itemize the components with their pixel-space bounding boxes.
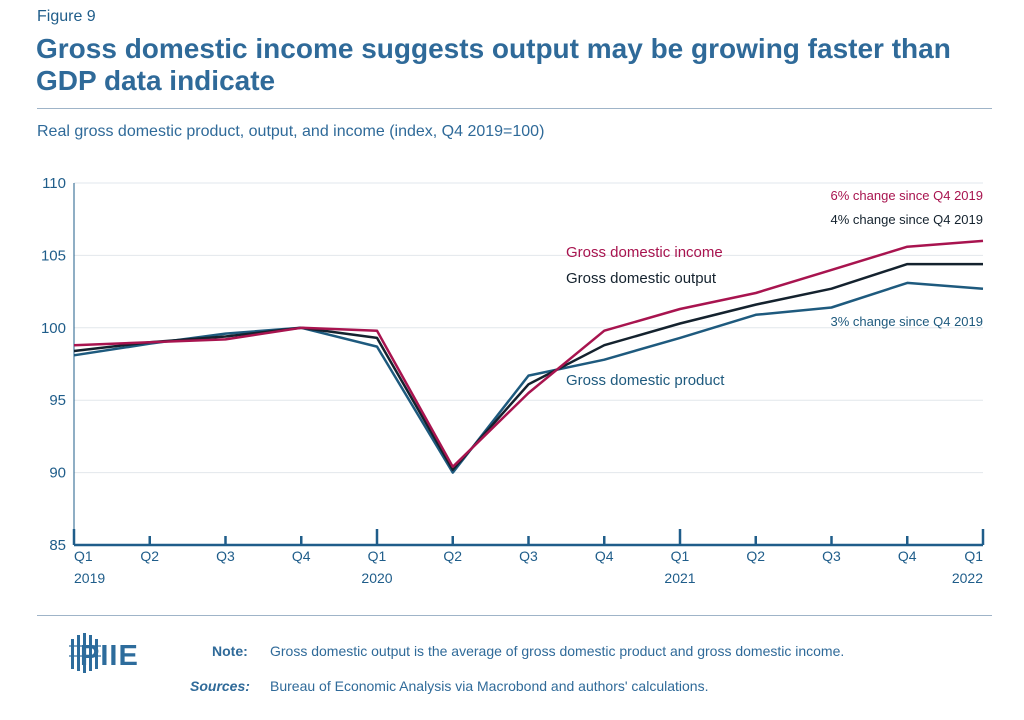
series-labels: Gross domestic income Gross domestic out… xyxy=(566,188,983,389)
series-lines xyxy=(73,239,984,474)
x-tick-label-4: Q1 xyxy=(368,548,387,564)
y-tick-label-95: 95 xyxy=(49,392,66,409)
x-tick-label-9: Q2 xyxy=(746,548,765,564)
x-tick-label-7: Q4 xyxy=(595,548,614,564)
y-axis-ticks: 85 90 95 100 105 110 xyxy=(41,175,66,554)
y-tick-label-105: 105 xyxy=(41,247,66,264)
x-year-label-2020: 2020 xyxy=(361,570,392,586)
annotation-gdi-change: 6% change since Q4 2019 xyxy=(831,188,984,203)
gridlines xyxy=(74,182,983,474)
y-tick-label-110: 110 xyxy=(42,175,66,192)
x-tick-label-3: Q4 xyxy=(292,548,311,564)
piie-logo-icon xyxy=(69,633,101,673)
x-year-label-2019: 2019 xyxy=(74,570,105,586)
x-tick-label-6: Q3 xyxy=(519,548,538,564)
y-tick-label-100: 100 xyxy=(41,320,66,337)
note-label: Note: xyxy=(212,643,248,659)
series-label-gdo: Gross domestic output xyxy=(566,270,717,287)
series-label-gdp: Gross domestic product xyxy=(566,372,725,389)
top-divider xyxy=(37,108,992,109)
x-tick-label-1: Q2 xyxy=(140,548,159,564)
series-line-gdp xyxy=(73,281,984,474)
series-label-gdi: Gross domestic income xyxy=(566,244,723,261)
figure-label: Figure 9 xyxy=(37,8,96,25)
series-line-gdi xyxy=(73,239,984,469)
x-tick-label-11: Q4 xyxy=(898,548,917,564)
sources-text: Bureau of Economic Analysis via Macrobon… xyxy=(270,678,709,694)
x-year-label-2022: 2022 xyxy=(952,570,983,586)
sources-label: Sources: xyxy=(190,678,250,694)
x-axis: Q1 Q2 Q3 Q4 Q1 Q2 Q3 Q4 Q1 Q2 Q3 Q4 Q1 2019 2020 2021 20… xyxy=(72,183,985,586)
annotation-gdp-change: 3% change since Q4 2019 xyxy=(831,314,984,329)
x-year-label-2021: 2021 xyxy=(664,570,695,586)
y-tick-label-85: 85 xyxy=(49,537,66,554)
x-tick-label-5: Q2 xyxy=(443,548,462,564)
bottom-divider xyxy=(37,615,992,616)
x-tick-label-2: Q3 xyxy=(216,548,235,564)
x-tick-label-8: Q1 xyxy=(671,548,690,564)
chart-subtitle: Real gross domestic product, output, and… xyxy=(37,123,545,140)
y-tick-label-90: 90 xyxy=(49,465,66,482)
series-line-gdo xyxy=(73,262,983,471)
x-tick-label-0: Q1 xyxy=(74,548,93,564)
x-tick-label-10: Q3 xyxy=(822,548,841,564)
x-tick-label-12: Q1 xyxy=(964,548,983,564)
annotation-gdo-change: 4% change since Q4 2019 xyxy=(831,212,984,227)
piie-logo-text: PIIE xyxy=(80,640,139,672)
line-chart: 85 90 95 100 105 110 Q1 Q2 Q3 Q4 Q1 Q2 Q3 Q4 Q1 Q2 Q3 Q4… xyxy=(41,175,985,586)
note-text: Gross domestic output is the average of … xyxy=(270,643,845,659)
chart-title: Gross domestic income suggests output ma… xyxy=(36,33,951,96)
